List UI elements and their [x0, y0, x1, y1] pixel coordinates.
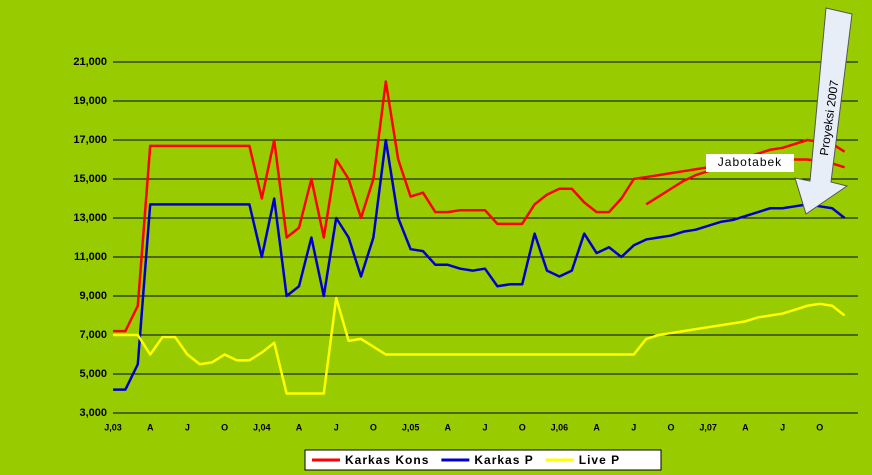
x-tick-label: O: [221, 422, 228, 432]
legend-box: [304, 449, 662, 471]
x-tick-label: A: [445, 422, 452, 432]
x-tick-label: O: [816, 422, 823, 432]
x-tick-label: J,07: [699, 422, 717, 432]
y-tick-label: 13,000: [73, 212, 107, 224]
legend-label: Karkas Kons: [345, 453, 429, 467]
x-tick-label: O: [667, 422, 674, 432]
legend-label: Karkas P: [474, 453, 533, 467]
series-line: [113, 138, 846, 391]
x-tick-label: J,06: [551, 422, 569, 432]
y-tick-label: 3,000: [79, 407, 107, 419]
x-tick-label: O: [519, 422, 526, 432]
y-tick-label: 15,000: [73, 173, 107, 185]
x-tick-label: A: [296, 422, 303, 432]
x-tick-label: J,03: [104, 422, 122, 432]
x-tick-label: J,04: [253, 422, 271, 432]
x-tick-label: J: [482, 422, 487, 432]
x-tick-label: A: [593, 422, 600, 432]
series-line: [113, 296, 846, 395]
x-tick-label: O: [370, 422, 377, 432]
x-tick-label: J,05: [402, 422, 420, 432]
x-tick-label: J: [334, 422, 339, 432]
legend: Karkas Kons Karkas P Live P: [304, 449, 662, 471]
annotation: Jabotabek: [718, 155, 782, 169]
x-tick-label: A: [742, 422, 749, 432]
x-tick-label: J: [631, 422, 636, 432]
y-tick-label: 21,000: [73, 56, 107, 68]
y-tick-label: 5,000: [79, 368, 107, 380]
arrow: [794, 7, 853, 215]
x-tick-label: J: [780, 422, 785, 432]
y-tick-label: 11,000: [74, 251, 107, 263]
annotation-box: [706, 154, 794, 172]
legend-label: Live P: [579, 453, 620, 467]
y-tick-label: 9,000: [79, 290, 107, 302]
y-tick-label: 19,000: [73, 95, 107, 107]
x-tick-label: J: [185, 422, 190, 432]
x-tick-label: A: [147, 422, 154, 432]
y-tick-label: 17,000: [73, 134, 107, 146]
y-tick-label: 7,000: [79, 329, 107, 341]
